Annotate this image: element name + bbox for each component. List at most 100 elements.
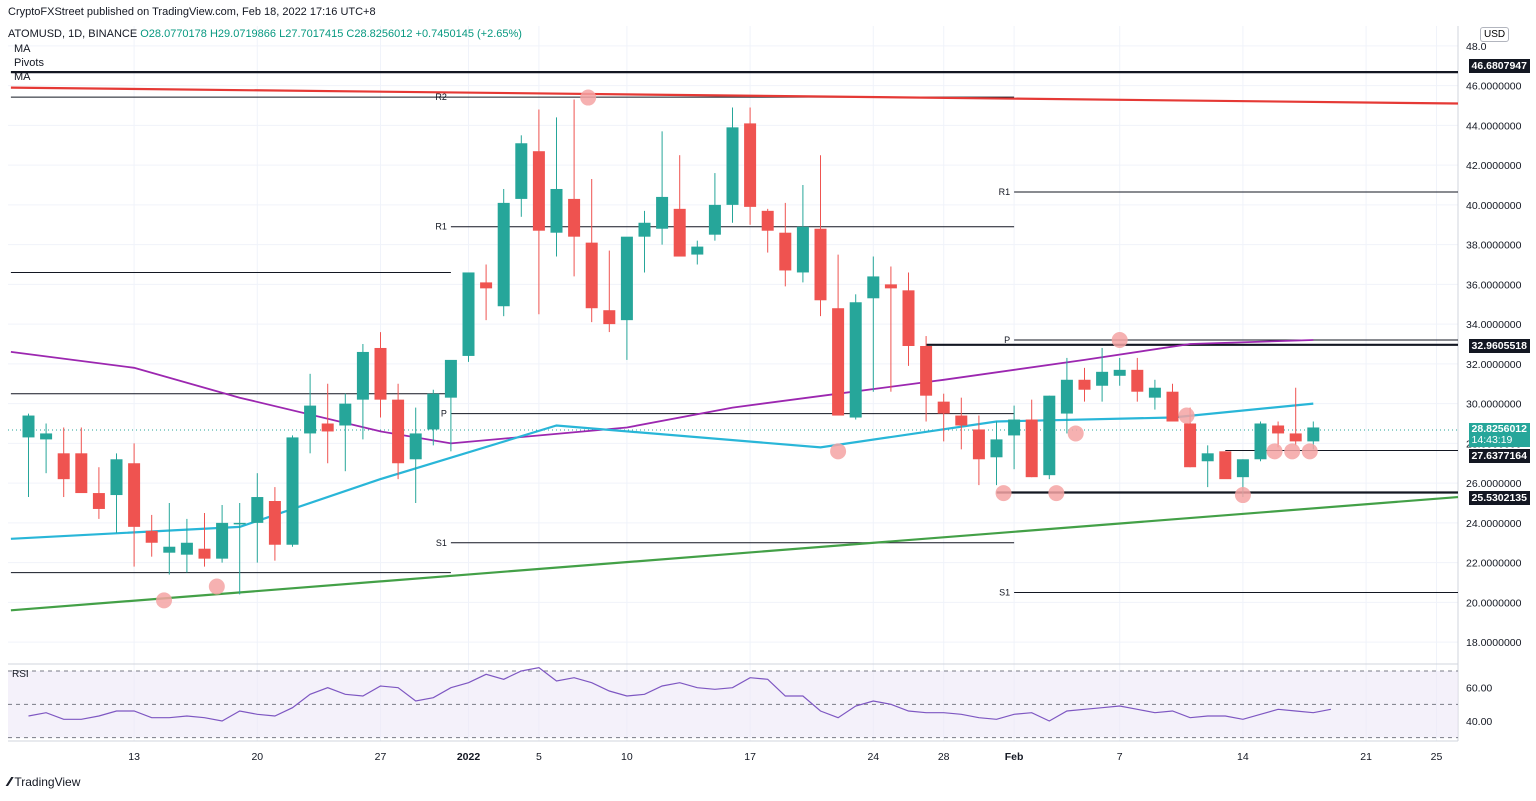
candle-body (22, 415, 35, 438)
candle-body (849, 302, 862, 418)
candle-body (75, 453, 88, 494)
candle-body (251, 497, 264, 523)
candle-body (568, 198, 581, 237)
price-tick-label: 40.0000000 (1466, 200, 1522, 212)
badge-last-price: 28.8256012 14:43:19 (1468, 423, 1530, 447)
badge-top-level: 46.6807947 (1468, 59, 1530, 73)
grid-layer (8, 26, 1459, 742)
time-tick-label: 25 (1431, 751, 1443, 763)
badge-support-1: 27.6377164 (1468, 449, 1530, 463)
candle-body (1201, 453, 1214, 462)
candle-body (1272, 425, 1285, 434)
currency-button[interactable]: USD (1480, 27, 1510, 42)
candle-body (1060, 379, 1073, 414)
candle-body (1078, 379, 1091, 390)
candle-body (427, 393, 440, 430)
pivot-label: S1 (999, 587, 1010, 597)
indicator-pivots[interactable]: Pivots (14, 57, 44, 69)
time-tick-label: 24 (867, 751, 879, 763)
candle-body (990, 439, 1003, 458)
candle-body (92, 493, 105, 509)
marker-circle (156, 592, 173, 609)
marker-circle (580, 89, 597, 106)
candle-body (1254, 423, 1267, 460)
candle-body (128, 463, 141, 527)
indicator-ma-2[interactable]: MA (14, 71, 31, 83)
price-tick-label: 24.0000000 (1466, 518, 1522, 530)
candle-body (515, 143, 528, 199)
price-tick-label: 36.0000000 (1466, 279, 1522, 291)
candle-body (480, 282, 493, 289)
last-price-value: 28.8256012 (1471, 423, 1527, 435)
candle-body (955, 415, 968, 426)
marker-circle (1048, 485, 1065, 502)
candle-body (145, 530, 158, 543)
symbol-label[interactable]: ATOMUSD, 1D, BINANCE (8, 28, 138, 40)
candle-body (726, 127, 739, 205)
close-value: C28.8256012 (346, 28, 413, 40)
footer-brand: TradingView (14, 774, 81, 789)
rsi-title: RSI (12, 669, 29, 680)
time-tick-label: 21 (1360, 751, 1372, 763)
candle-body (1008, 419, 1021, 436)
candle-body (1113, 369, 1126, 376)
candle-body (1307, 427, 1320, 442)
candle-body (321, 423, 334, 432)
open-value: O28.0770178 (140, 28, 207, 40)
candle-body (1025, 419, 1038, 478)
trendline-red (10, 86, 1459, 105)
candles-layer (22, 99, 1320, 595)
price-tick-label: 22.0000000 (1466, 558, 1522, 570)
candle-body (744, 123, 757, 207)
tradingview-logo-icon: ⁄⁄ (8, 774, 12, 789)
candle-body (286, 437, 299, 545)
marker-circle (1178, 407, 1195, 424)
candle-body (180, 542, 193, 555)
candle-body (268, 501, 281, 545)
candle-body (920, 345, 933, 396)
candle-body (550, 188, 563, 233)
candle-body (796, 226, 809, 273)
candle-body (708, 204, 721, 235)
candle-body (1184, 423, 1197, 468)
candle-body (779, 232, 792, 271)
candle-body (462, 272, 475, 356)
candle-body (761, 210, 774, 231)
candle-body (356, 351, 369, 400)
time-tick-label: 14 (1237, 751, 1249, 763)
candle-body (1043, 395, 1056, 476)
candle-body (339, 403, 352, 426)
candle-body (532, 151, 545, 231)
candle-body (603, 310, 616, 325)
candle-body (691, 246, 704, 255)
time-tick-label: 13 (128, 751, 140, 763)
candle-body (110, 459, 123, 496)
pivot-label: S1 (436, 538, 447, 548)
ohlc-line: ATOMUSD, 1D, BINANCE O28.0770178 H29.071… (8, 28, 522, 40)
footer-logo[interactable]: ⁄⁄ TradingView (8, 774, 80, 789)
candle-body (233, 522, 246, 525)
time-tick-label: 2022 (457, 751, 481, 763)
marker-circle (1067, 425, 1084, 442)
pivot-labels: R2 R1 P S1 R1 P S1 (435, 92, 1010, 597)
candle-body (1219, 451, 1232, 480)
candle-body (374, 347, 387, 400)
time-tick-label: Feb (1005, 751, 1024, 763)
candle-body (656, 196, 669, 229)
price-tick-label: 20.0000000 (1466, 597, 1522, 609)
rsi-tick-label: 60.00 (1466, 683, 1492, 695)
indicator-ma-1[interactable]: MA (14, 43, 31, 55)
candle-body (163, 546, 176, 553)
candle-body (884, 284, 897, 289)
marker-circle (830, 443, 847, 460)
candle-body (1131, 369, 1144, 392)
candle-body (216, 522, 229, 559)
time-tick-label: 17 (744, 751, 756, 763)
marker-circle (1266, 443, 1283, 460)
pivot-label: R1 (999, 187, 1011, 197)
candle-body (40, 433, 53, 440)
time-tick-label: 27 (375, 751, 387, 763)
candle-body (972, 429, 985, 460)
